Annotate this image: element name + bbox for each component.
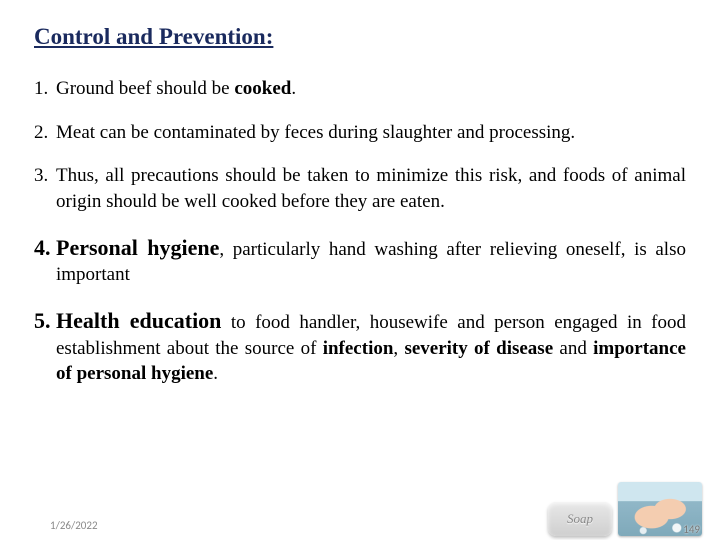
- list-item: 1.Ground beef should be cooked.: [34, 76, 686, 102]
- list-text: Personal hygiene, particularly hand wash…: [56, 233, 686, 288]
- list-text: Thus, all precautions should be taken to…: [56, 163, 686, 214]
- list-number: 5.: [34, 306, 56, 387]
- list-text: Ground beef should be cooked.: [56, 76, 686, 102]
- list-text: Meat can be contaminated by feces during…: [56, 120, 686, 146]
- slide-title: Control and Prevention:: [34, 24, 686, 50]
- list-number: 1.: [34, 76, 56, 102]
- page-number: 149: [683, 523, 700, 536]
- list-item: 4.Personal hygiene, particularly hand wa…: [34, 233, 686, 288]
- list-number: 3.: [34, 163, 56, 214]
- footer-date: 1/26/2022: [50, 519, 98, 532]
- ordered-list: 1.Ground beef should be cooked.2.Meat ca…: [34, 76, 686, 387]
- soap-image: [548, 502, 612, 536]
- footer-images: [548, 482, 702, 536]
- list-item: 2.Meat can be contaminated by feces duri…: [34, 120, 686, 146]
- list-text: Health education to food handler, housew…: [56, 306, 686, 387]
- list-item: 5.Health education to food handler, hous…: [34, 306, 686, 387]
- list-number: 4.: [34, 233, 56, 288]
- list-number: 2.: [34, 120, 56, 146]
- list-item: 3.Thus, all precautions should be taken …: [34, 163, 686, 214]
